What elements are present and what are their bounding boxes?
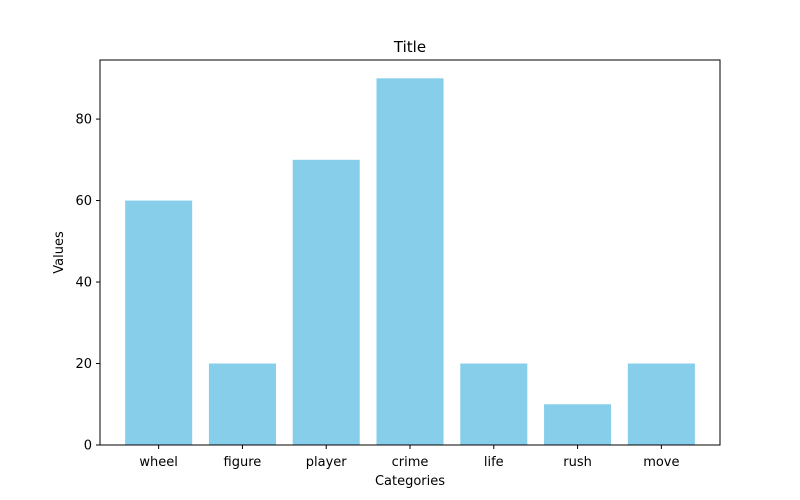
bars-layer bbox=[125, 78, 695, 445]
y-tick-label: 80 bbox=[75, 113, 92, 128]
bar-rush bbox=[544, 404, 612, 445]
bar-wheel bbox=[125, 200, 193, 445]
bar-life bbox=[460, 363, 528, 445]
x-tick-label: crime bbox=[392, 455, 429, 470]
x-tick-label: move bbox=[643, 455, 679, 470]
x-tick-label: figure bbox=[224, 455, 262, 470]
x-axis: wheel figure player crime life rush move bbox=[139, 445, 680, 470]
chart-title: Title bbox=[393, 38, 426, 56]
x-tick-label: wheel bbox=[139, 455, 177, 470]
y-axis-title: Values bbox=[52, 231, 67, 274]
x-axis-title: Categories bbox=[375, 474, 445, 489]
x-tick-label: player bbox=[306, 455, 348, 470]
bar-figure bbox=[208, 363, 276, 445]
bar-player bbox=[292, 159, 360, 445]
x-tick-label: life bbox=[484, 455, 504, 470]
y-tick-label: 0 bbox=[84, 439, 92, 454]
x-tick-label: rush bbox=[563, 455, 592, 470]
bar-move bbox=[627, 363, 695, 445]
y-axis: 0 20 40 60 80 bbox=[75, 113, 100, 454]
y-tick-label: 20 bbox=[75, 357, 92, 372]
plot-frame bbox=[99, 59, 721, 446]
y-tick-label: 40 bbox=[75, 276, 92, 291]
y-tick-label: 60 bbox=[75, 194, 92, 209]
bar-crime bbox=[376, 78, 444, 445]
